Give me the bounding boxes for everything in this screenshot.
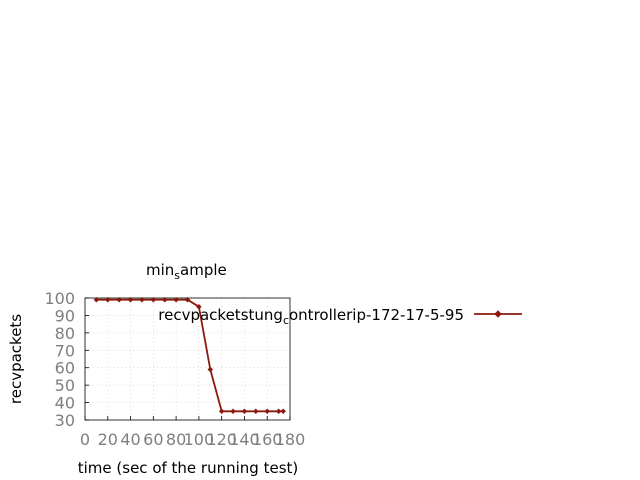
data-point	[116, 296, 123, 303]
y-tick-label: 70	[55, 341, 75, 360]
chart-title-subscript: s	[174, 269, 180, 282]
x-tick-label: 140	[229, 430, 260, 449]
data-point	[252, 408, 259, 415]
data-point	[93, 296, 100, 303]
y-tick-label: 60	[55, 359, 75, 378]
data-point	[139, 296, 145, 303]
data-point	[241, 408, 248, 415]
data-point	[207, 366, 214, 373]
data-point	[161, 296, 168, 303]
legend-label-subscript: c	[283, 314, 289, 327]
data-point	[196, 303, 202, 310]
chart-title-rest: ample	[180, 261, 227, 279]
y-tick-label: 50	[55, 376, 75, 395]
x-tick-label: 20	[98, 430, 118, 449]
series-layer	[93, 296, 287, 415]
legend-label-main: recvpacketstung	[158, 306, 283, 324]
legend-label-rest: ontrollerip-172-17-5-95	[289, 306, 464, 324]
x-tick-label: 60	[143, 430, 163, 449]
legend-label: recvpacketstungcontrollerip-172-17-5-95	[158, 306, 464, 327]
x-tick-label: 80	[166, 430, 186, 449]
data-point	[230, 408, 236, 415]
x-axis-title: time (sec of the running test)	[78, 459, 299, 477]
y-tick-label: 80	[55, 324, 75, 343]
data-point	[127, 296, 134, 303]
legend: recvpacketstungcontrollerip-172-17-5-95	[158, 306, 522, 327]
chart-title: minsample	[146, 261, 227, 282]
data-point	[218, 408, 225, 415]
y-axis-title: recvpackets	[7, 314, 25, 404]
y-tick-label: 100	[44, 289, 75, 308]
axis-ticks: 0 20 40 60 801001201401601803040506070809010…	[44, 289, 305, 449]
x-tick-label: 0	[80, 430, 90, 449]
data-point	[280, 408, 287, 415]
y-tick-label: 30	[55, 411, 75, 430]
x-tick-label: 180	[275, 430, 306, 449]
x-tick-label: 100	[184, 430, 215, 449]
chart-title-main: min	[146, 261, 174, 279]
data-point	[173, 296, 179, 303]
y-tick-label: 90	[55, 306, 75, 325]
data-point	[264, 408, 271, 415]
y-tick-label: 40	[55, 394, 75, 413]
legend-swatch-marker	[494, 310, 502, 318]
x-tick-label: 40	[120, 430, 140, 449]
x-tick-label: 160	[252, 430, 283, 449]
data-point	[150, 296, 157, 303]
data-point	[104, 296, 111, 303]
x-tick-label: 120	[206, 430, 237, 449]
data-point	[184, 296, 191, 303]
